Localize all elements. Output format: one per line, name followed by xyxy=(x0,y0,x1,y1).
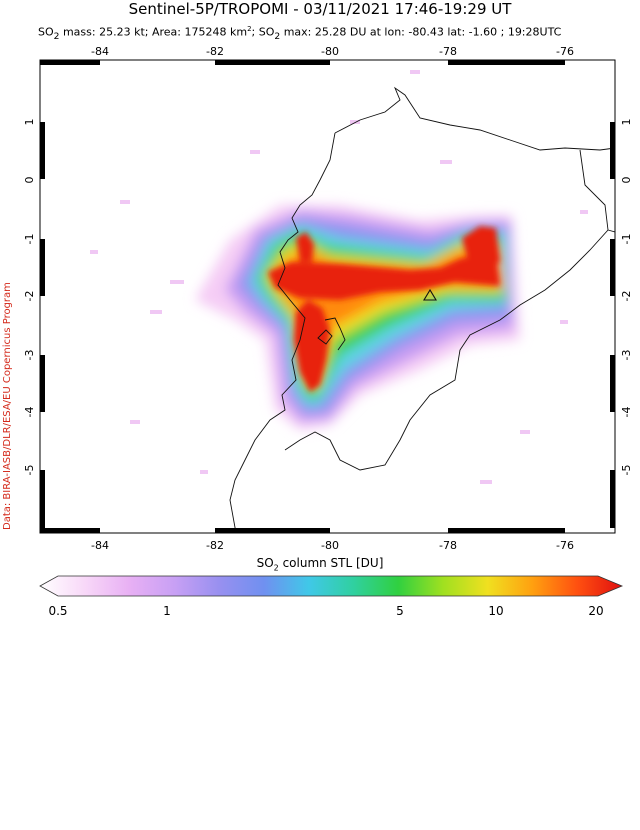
lon-tick-label: -76 xyxy=(556,45,574,58)
lat-ticks-left: 1 0 -1 -2 -3 -4 -5 xyxy=(23,119,36,476)
coastlines xyxy=(229,86,615,533)
lat-tick-label: 0 xyxy=(620,177,633,184)
lat-tick-label: 1 xyxy=(23,119,36,126)
map-subtitle: SO2 mass: 25.23 kt; Area: 175248 km2; SO… xyxy=(38,22,561,44)
lat-tick-label: -3 xyxy=(23,350,36,361)
lon-tick-label: -84 xyxy=(91,45,109,58)
lon-tick-label: -82 xyxy=(206,539,224,552)
subtitle-sub: 2 xyxy=(274,30,281,42)
lat-tick-label: -1 xyxy=(620,234,633,245)
lon-tick-label: -78 xyxy=(439,45,457,58)
lat-tick-label: -4 xyxy=(23,407,36,418)
lat-tick-label: -2 xyxy=(23,291,36,302)
subtitle-part: SO xyxy=(38,25,54,39)
lon-tick-label: -82 xyxy=(206,45,224,58)
colorbar-label: SO2 column STL [DU] xyxy=(0,556,640,572)
lat-ticks-right: 1 0 -1 -2 -3 -4 -5 xyxy=(620,119,633,476)
lon-tick-label: -76 xyxy=(556,539,574,552)
frame-border-bars xyxy=(40,60,615,533)
subtitle-part: ; SO xyxy=(251,25,275,39)
lon-tick-label: -84 xyxy=(91,539,109,552)
colorbar-tick: 10 xyxy=(488,604,504,618)
so2-map: -84 -82 -80 -78 -76 -84 -82 -80 -78 -76 1 0 -1 -2 -3… xyxy=(23,45,633,597)
lat-tick-label: -5 xyxy=(620,465,633,476)
lat-tick-label: -5 xyxy=(23,465,36,476)
lat-tick-label: 1 xyxy=(620,119,633,126)
lat-tick-label: -1 xyxy=(23,234,36,245)
so2-plume xyxy=(90,70,588,484)
lat-tick-label: 0 xyxy=(23,177,36,184)
plume-red-south xyxy=(294,300,330,392)
colorbar-tick: 5 xyxy=(396,604,404,618)
border-colombia-ecuador xyxy=(334,86,615,151)
lon-tick-label: -80 xyxy=(321,45,339,58)
lat-tick-label: -4 xyxy=(620,407,633,418)
estuary xyxy=(324,317,346,351)
cbar-label-sub: 2 xyxy=(273,563,279,573)
plume-red-band xyxy=(268,258,500,300)
cbar-label-part: column STL [DU] xyxy=(278,556,384,570)
plume-red-north xyxy=(296,232,314,262)
subtitle-part: mass: 25.23 kt; Area: 175248 km xyxy=(59,25,248,39)
colorbar xyxy=(39,575,624,597)
lon-tick-label: -80 xyxy=(321,539,339,552)
volcano-marker xyxy=(423,288,437,301)
colorbar-tick: 0.5 xyxy=(48,604,68,618)
map-title: Sentinel-5P/TROPOMI - 03/11/2021 17:46-1… xyxy=(128,0,512,18)
gulf-island xyxy=(317,329,333,345)
subtitle-sub: 2 xyxy=(53,30,60,42)
colorbar-tick: 20 xyxy=(588,604,604,618)
lon-ticks-bottom: -84 -82 -80 -78 -76 xyxy=(91,539,574,552)
lon-ticks-top: -84 -82 -80 -78 -76 xyxy=(91,45,574,58)
lon-tick-label: -78 xyxy=(439,539,457,552)
coastline xyxy=(229,132,336,533)
lat-tick-label: -3 xyxy=(620,350,633,361)
noise-pixels xyxy=(90,70,588,484)
colorbar-tick: 1 xyxy=(163,604,171,618)
lat-tick-label: -2 xyxy=(620,291,633,302)
border-colombia-peru xyxy=(284,149,609,471)
subtitle-part: max: 25.28 DU at lon: -80.43 lat: -1.60 … xyxy=(280,25,562,39)
border-peru-brazil xyxy=(607,229,615,233)
cbar-label-part: SO xyxy=(256,556,274,570)
plume-red-east xyxy=(462,226,500,270)
subtitle-sup: 2 xyxy=(247,25,252,33)
